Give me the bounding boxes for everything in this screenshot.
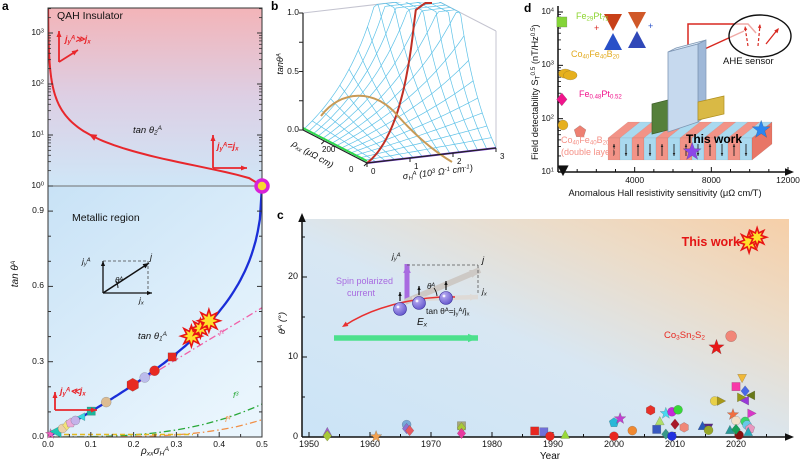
- panel-a-y-tick: 0.3: [32, 355, 44, 366]
- metallic-region-label: Metallic region: [72, 212, 140, 224]
- panel-b-rho-tick: 0: [349, 165, 354, 174]
- panel-c-x-tick: 1980: [481, 439, 503, 449]
- panel-b-sigma-tick: 0: [371, 167, 376, 176]
- panel-a-y-log-tick: 100: [31, 180, 44, 190]
- panel-a-x-tick: 0.5: [256, 439, 268, 449]
- panel-b-sigma-tick: 3: [500, 152, 505, 161]
- tan-theta1-label: tan θ1A: [138, 331, 167, 343]
- panel-c-y-axis-title: θA (°): [276, 312, 288, 335]
- panel-d-x-tick: 12000: [776, 175, 800, 185]
- qah-region-label: QAH Insulator: [57, 10, 123, 22]
- panel-a-y-log-tick: 102: [31, 78, 44, 88]
- panel-b-plot: [299, 1, 497, 167]
- panel-d-plot: [556, 6, 794, 177]
- panel-c-x-tick: 2010: [664, 439, 686, 449]
- ref-line-f1-label: f1: [219, 328, 225, 338]
- panel-b-rho-tick: 200: [322, 145, 336, 154]
- jy-much-greater-label: jyA≫jx: [65, 34, 91, 46]
- spin-polarized-label-1: Spin polarized: [336, 276, 394, 286]
- panel-b-sigma-tick: 2: [457, 157, 462, 166]
- inset-jx-label: jx: [482, 286, 487, 298]
- co3sn2s2-label: Co3Sn2S2: [664, 330, 705, 342]
- panel-a-x-tick: 0.1: [84, 439, 97, 449]
- tan-theta2-label: tan θ2A: [133, 125, 162, 137]
- panel-a-x-tick: 0.3: [170, 439, 183, 449]
- panel-c-y-tick: 20: [287, 271, 298, 281]
- panel-a-x-tick: 0.0: [42, 439, 54, 449]
- inset-jy-label: jyA: [392, 251, 401, 263]
- panel-b-tag: b: [271, 0, 279, 13]
- panel-a-y-axis-title: tan θA: [10, 260, 22, 288]
- panel-a-x-tick: 0.2: [127, 439, 140, 449]
- panel-b-z-tick: 0.5: [287, 65, 299, 76]
- inset-formula-label: tan θA=jyA/jx: [426, 306, 470, 318]
- panel-d-x-tick: 4000: [625, 175, 645, 185]
- cofeb-double-label-2: (double layer): [561, 147, 617, 157]
- jy-equal-label: jyA=jx: [217, 141, 239, 153]
- panel-b-z-axis-title: tanθA: [275, 53, 286, 75]
- panel-a-x-axis-title: ρxxσHA: [140, 446, 170, 458]
- panel-c-y-tick: 10: [287, 351, 298, 361]
- vector-theta-label: θA: [115, 276, 123, 285]
- ahe-sensor-label: AHE sensor: [723, 56, 774, 67]
- panel-a-plot: [44, 7, 270, 440]
- inset-theta-label: θA: [427, 282, 435, 291]
- panel-c-x-tick: 2000: [603, 439, 625, 449]
- panel-c-x-tick: 1990: [542, 439, 564, 449]
- panel-c-x-axis-title: Year: [539, 451, 561, 462]
- panel-a-y-log-tick: 103: [31, 27, 44, 37]
- panel-a-tag: a: [2, 0, 9, 13]
- panel-d-y-tick: 102: [541, 112, 554, 123]
- panel-c-y-tick: 0: [292, 431, 298, 441]
- panel-d-x-axis-title: Anomalous Hall resistivity sensitivity (…: [568, 188, 762, 198]
- panel-c-this-work-label: This work: [681, 235, 740, 249]
- jy-much-less-label: jyA≪jx: [60, 386, 86, 398]
- panel-a-y-tick: 0.6: [32, 280, 44, 291]
- plus-mark: +: [648, 21, 654, 31]
- panel-d-y-axis-title: Field detectability ST0.5 (nT/Hz0.5): [529, 24, 542, 161]
- panel-b-z-tick: 0.0: [287, 124, 299, 134]
- vector-j-label: j: [150, 252, 152, 262]
- panel-d-y-tick: 103: [541, 59, 554, 70]
- panel-a-y-log-tick: 101: [31, 129, 44, 139]
- vector-jx-label: jx: [139, 295, 144, 307]
- panel-d-this-work-label: This work: [686, 132, 743, 146]
- panel-b-sigma-tick: 1: [414, 162, 419, 171]
- panel-c-tag: c: [277, 208, 284, 222]
- inset-ex-label: Ex: [417, 317, 428, 329]
- inset-j-label: j: [482, 255, 485, 266]
- panel-d-y-tick: 104: [541, 6, 554, 16]
- ref-line-f3-label: f3: [233, 390, 239, 400]
- panel-d-tag: d: [524, 1, 532, 15]
- panel-a-x-tick: 0.4: [213, 439, 226, 449]
- panel-d-y-tick: 101: [541, 166, 554, 176]
- panel-d-x-tick: 8000: [701, 175, 721, 185]
- ref-line-f4-label: f4: [225, 414, 231, 424]
- panel-c-plot: [298, 213, 794, 443]
- cofeb-double-label-1: Co40Fe40B20: [561, 135, 610, 147]
- panel-c-x-tick: 1960: [359, 439, 381, 449]
- panel-a-y-tick: 0.9: [32, 205, 44, 216]
- cofeb-label: Co40Fe40B20: [571, 49, 620, 61]
- panel-b-z-tick: 1.0: [287, 7, 299, 17]
- fe29pt71-label: Fe29Pt71: [576, 11, 609, 23]
- panel-a-y-tick: 0.0: [32, 431, 44, 441]
- fept-label: Fe0.48Pt0.52: [579, 89, 622, 101]
- panel-c-x-tick: 1970: [420, 439, 442, 449]
- vector-jy-label: jyA: [82, 256, 91, 268]
- panel-c-x-tick: 2020: [725, 439, 747, 449]
- panel-c-x-tick: 1950: [298, 439, 320, 449]
- plus-mark: +: [594, 23, 600, 33]
- spin-polarized-label-2: current: [347, 288, 376, 298]
